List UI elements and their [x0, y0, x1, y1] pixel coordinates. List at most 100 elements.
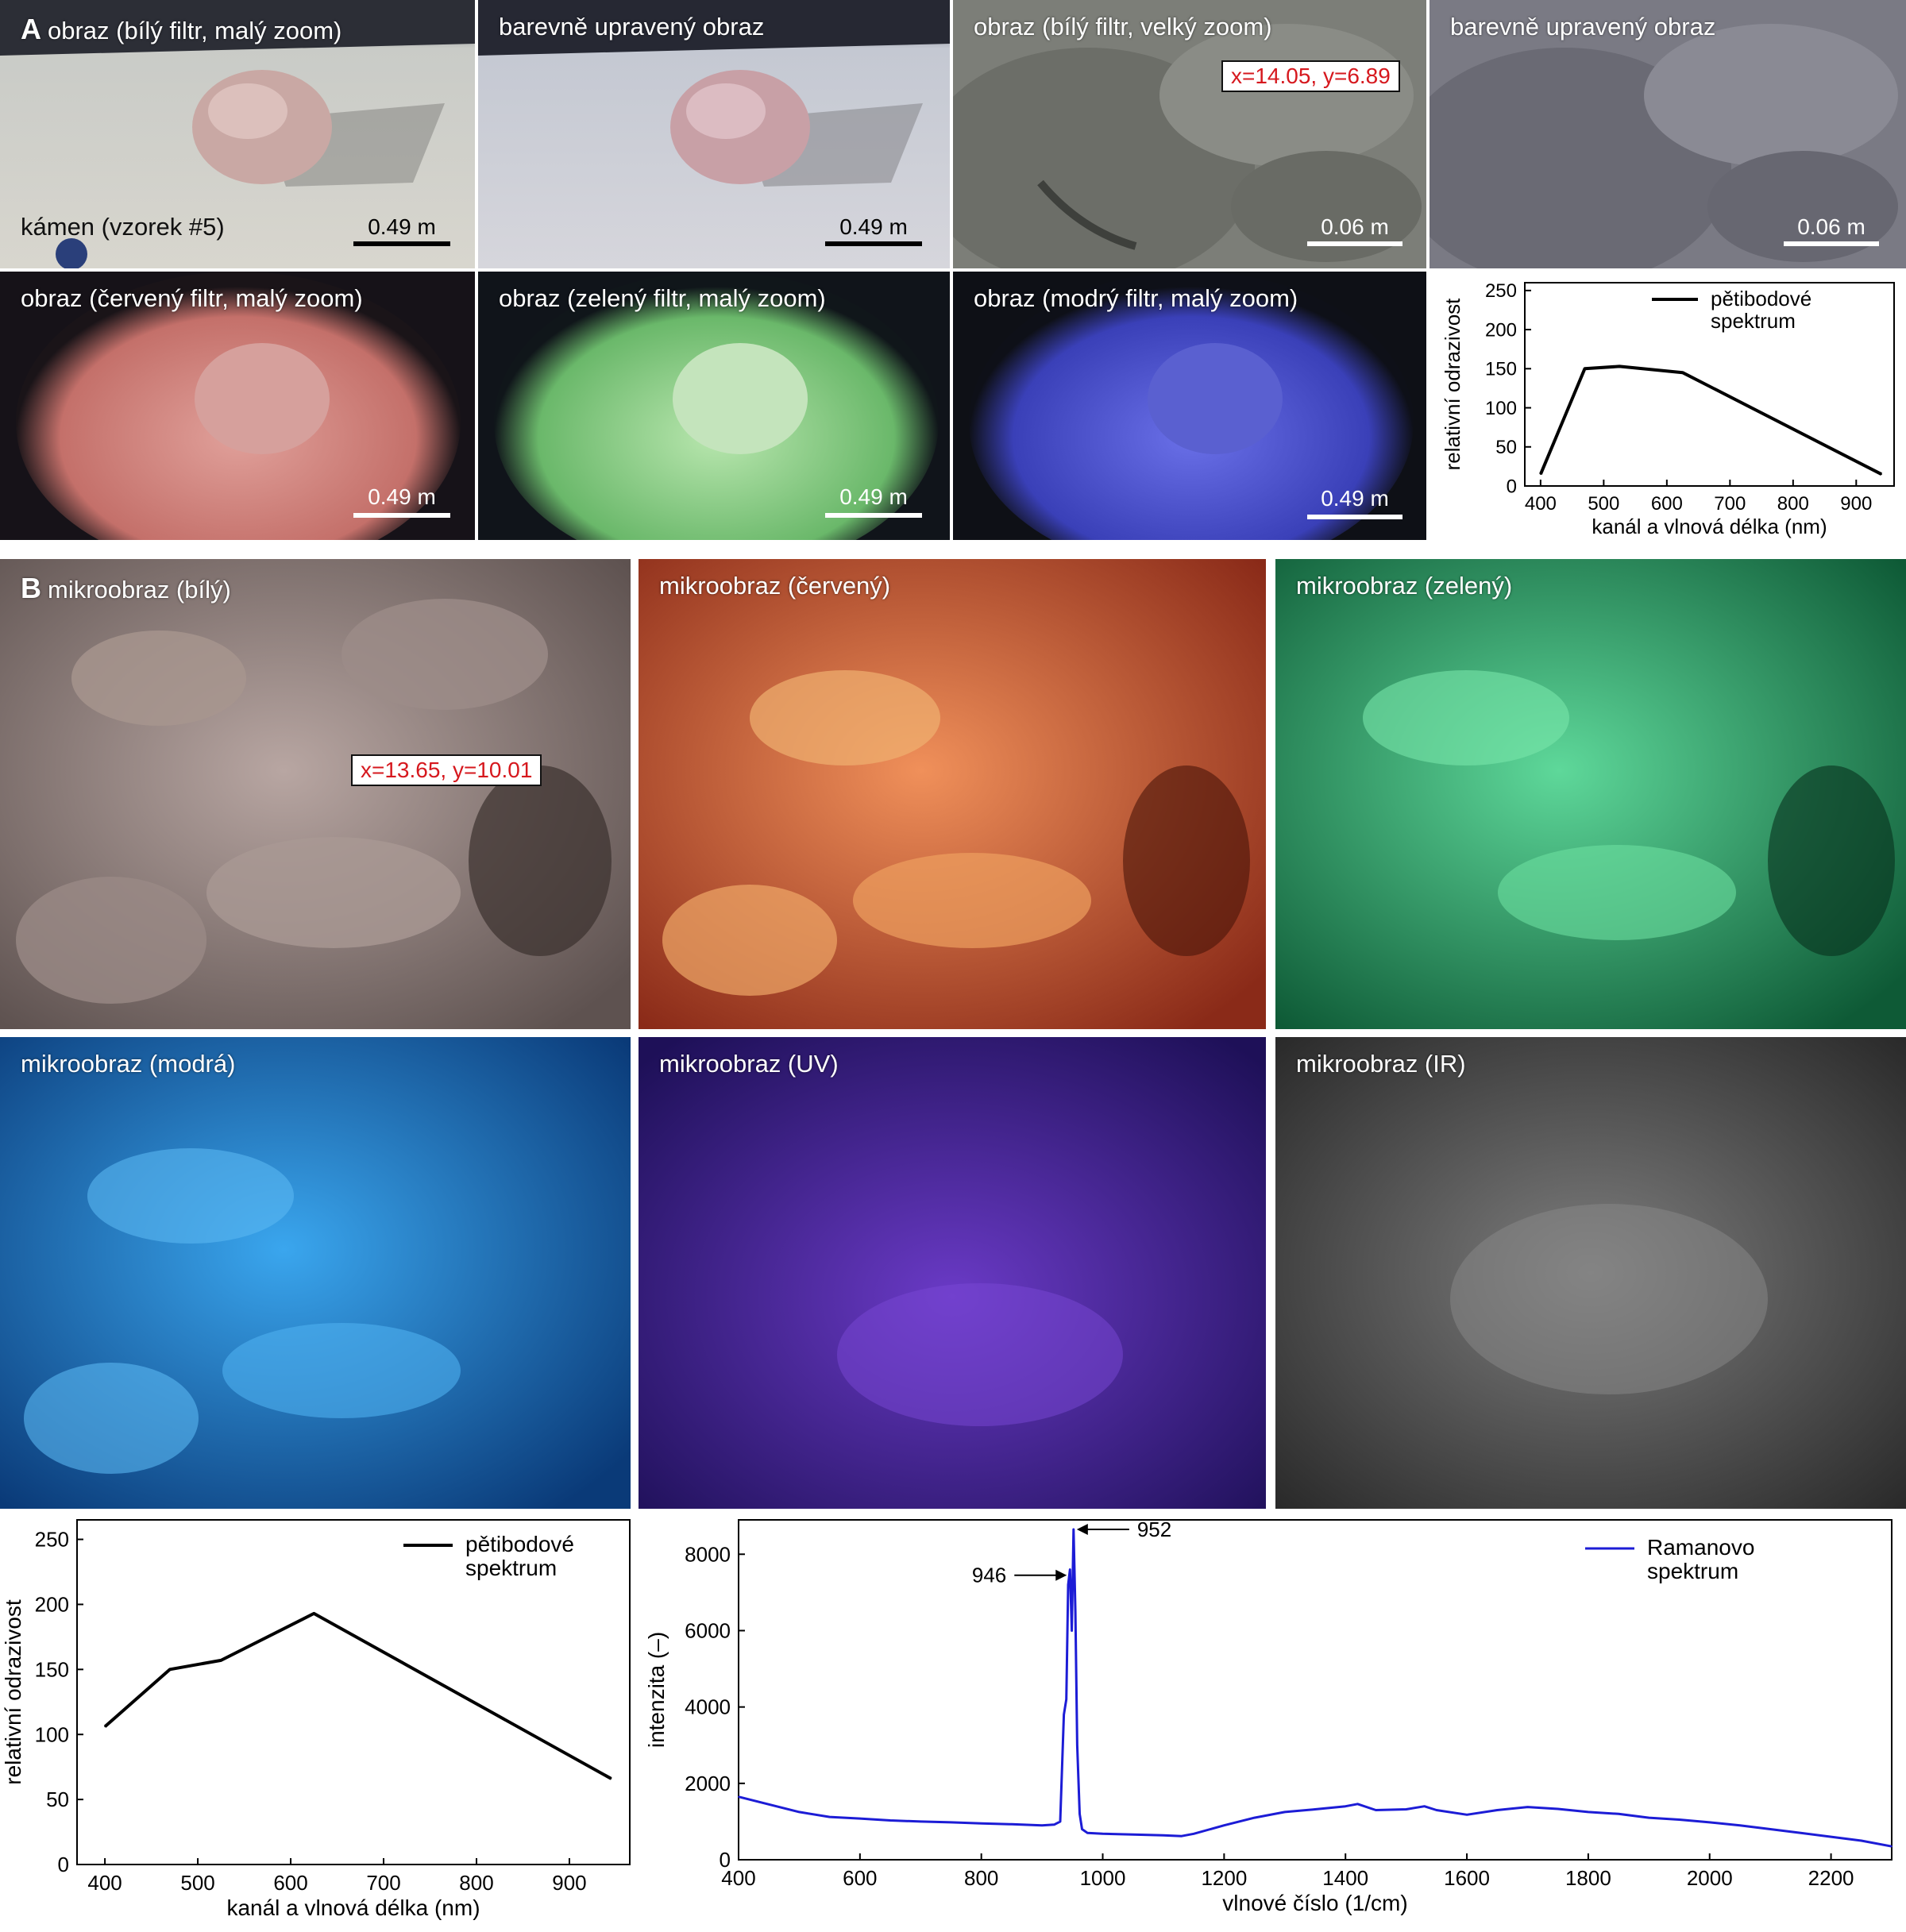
- data-point: [1132, 1834, 1134, 1836]
- x-tick-label: 700: [1714, 493, 1746, 515]
- data-point: [1619, 365, 1621, 368]
- data-point: [1423, 1805, 1426, 1807]
- x-tick-label: 1000: [1080, 1866, 1126, 1890]
- spectrum-chart-small: 400 500 600 700 800 900 0 50 100 150 200 250 kanál a…: [1430, 272, 1906, 548]
- data-point: [1283, 1811, 1286, 1813]
- y-tick-label: 250: [1485, 280, 1517, 302]
- data-point: [920, 1821, 922, 1822]
- scale-label: 0.49 m: [839, 484, 908, 509]
- micro-image-green: mikroobraz (zelený): [1275, 559, 1906, 1029]
- legend-label: spektrum: [465, 1556, 557, 1580]
- data-point: [1375, 1809, 1377, 1811]
- data-point: [1860, 1840, 1862, 1841]
- x-tick-label: 900: [1840, 493, 1872, 515]
- data-point: [889, 1819, 891, 1822]
- x-tick-label: 600: [1651, 493, 1683, 515]
- data-point: [1011, 1823, 1013, 1826]
- series-line: [738, 1528, 1892, 1848]
- data-point: [220, 1660, 222, 1661]
- data-point: [1075, 1610, 1076, 1613]
- panel-letter: A: [21, 13, 41, 45]
- x-tick-label: 800: [459, 1871, 493, 1895]
- y-tick-label: 200: [1485, 319, 1517, 341]
- scale-bar: [353, 241, 450, 246]
- micro-image-uv: mikroobraz (UV): [639, 1037, 1266, 1509]
- data-point: [1881, 473, 1882, 476]
- x-axis-label: kanál a vlnová délka (nm): [226, 1895, 480, 1920]
- data-point: [1193, 1833, 1194, 1835]
- data-point: [1436, 1809, 1437, 1811]
- caption: mikroobraz (zelený): [1296, 572, 1513, 600]
- chart-svg: 400 500 600 700 800 900 0 50 100 150 200 250 kanál a…: [1441, 280, 1895, 538]
- data-point: [798, 1811, 801, 1813]
- x-tick-label: 400: [87, 1871, 122, 1895]
- scale-label: 0.49 m: [368, 214, 436, 239]
- panel-letter: B: [21, 572, 41, 604]
- raman-chart: 400 600 800 1000 1200 1400 1600 1800 2000 2200 0 20…: [643, 1509, 1906, 1928]
- caption: mikroobraz (IR): [1296, 1050, 1466, 1078]
- x-tick-label: 1200: [1201, 1866, 1247, 1890]
- x-tick-label: 400: [1525, 493, 1557, 515]
- micro-image-ir: mikroobraz (IR): [1275, 1037, 1906, 1509]
- scale-label: 0.49 m: [368, 484, 436, 509]
- x-tick-label: 800: [1777, 493, 1809, 515]
- data-point: [169, 1668, 171, 1671]
- y-axis-label: relativní odrazivost: [1, 1599, 25, 1785]
- data-point: [1053, 1823, 1055, 1826]
- rock-surface-photo: [953, 0, 1426, 268]
- annotation-arrowhead-946: [1055, 1569, 1067, 1581]
- y-tick-label: 50: [1495, 437, 1517, 458]
- rock-photo: [953, 272, 1426, 540]
- x-tick-label: 1400: [1322, 1866, 1368, 1890]
- data-point: [1071, 1629, 1073, 1632]
- x-tick-label: 1800: [1565, 1866, 1611, 1890]
- data-point: [1314, 1808, 1316, 1811]
- x-tick-label: 1600: [1444, 1866, 1490, 1890]
- y-tick-label: 100: [35, 1722, 69, 1746]
- data-point: [104, 1726, 106, 1728]
- micro-photo: [0, 1037, 631, 1509]
- data-point: [1466, 1814, 1468, 1816]
- data-point: [1648, 1817, 1650, 1818]
- data-point: [1800, 1832, 1802, 1834]
- scale-bar: [353, 513, 450, 518]
- data-point: [1769, 1828, 1771, 1830]
- y-tick-label: 250: [35, 1528, 69, 1552]
- x-tick-label: 500: [1588, 493, 1619, 515]
- image-color-adjusted-large: barevně upravený obraz 0.06 m: [1430, 0, 1906, 268]
- data-point: [1708, 1822, 1711, 1823]
- scale-bar: [1784, 241, 1879, 246]
- scale-label: 0.49 m: [1321, 486, 1389, 511]
- data-point: [1067, 1583, 1069, 1586]
- micro-image-blue: mikroobraz (modrá): [0, 1037, 631, 1509]
- data-point: [1678, 1818, 1680, 1821]
- data-point: [1830, 1836, 1832, 1838]
- x-tick-label: 600: [843, 1866, 877, 1890]
- data-point: [1102, 1833, 1104, 1835]
- caption: obraz (zelený filtr, malý zoom): [499, 284, 826, 312]
- data-point: [1356, 1803, 1359, 1805]
- data-point: [1063, 1714, 1065, 1716]
- image-white-filter-large-zoom: obraz (bílý filtr, velký zoom) x=14.05, …: [953, 0, 1426, 268]
- caption: barevně upravený obraz: [1450, 13, 1716, 40]
- micro-photo: [639, 559, 1266, 1029]
- caption: barevně upravený obraz: [499, 13, 765, 40]
- legend-label: Ramanovo: [1647, 1535, 1754, 1560]
- data-point: [950, 1822, 952, 1823]
- chart-svg: 400 600 800 1000 1200 1400 1600 1800 2000 2200 0 20…: [644, 1517, 1892, 1915]
- data-point: [1588, 1811, 1589, 1813]
- data-point: [1069, 1568, 1071, 1571]
- data-point: [1681, 372, 1684, 374]
- data-point: [1059, 1821, 1061, 1822]
- plot-frame: [76, 1519, 631, 1865]
- rock-photo: [478, 0, 950, 268]
- coordinate-label: x=14.05, y=6.89: [1221, 60, 1400, 92]
- data-point: [980, 1822, 982, 1825]
- x-tick-label: 600: [273, 1871, 307, 1895]
- annotation-946: 946: [972, 1564, 1006, 1587]
- data-point: [1496, 1809, 1499, 1811]
- x-tick-label: 700: [366, 1871, 400, 1895]
- rock-photo: [478, 272, 950, 540]
- data-point: [1584, 368, 1586, 370]
- micro-image-red: mikroobraz (červený): [639, 559, 1266, 1029]
